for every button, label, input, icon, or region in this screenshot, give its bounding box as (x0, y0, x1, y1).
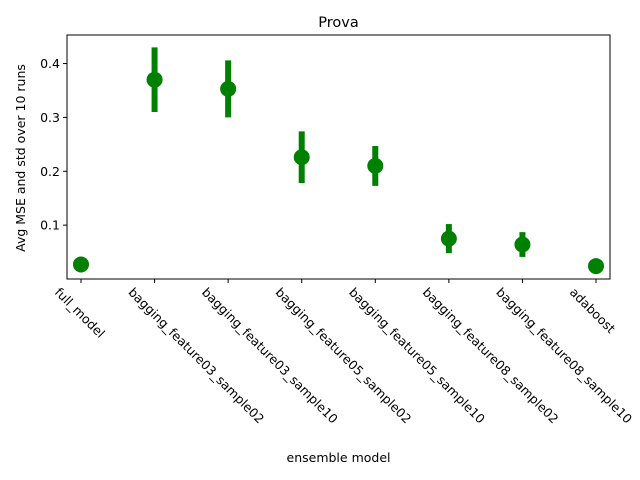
data-point (514, 236, 531, 253)
data-point (293, 149, 310, 166)
data-point (440, 230, 457, 247)
y-tick-label: 0.1 (40, 218, 60, 233)
mean-points (73, 71, 604, 275)
y-axis-label: Avg MSE and std over 10 runs (13, 64, 28, 252)
error-bars (151, 47, 526, 257)
x-tick-label: bagging_feature08_sample02 (420, 285, 562, 427)
data-point (73, 256, 89, 273)
x-ticks: full_model bagging_feature03_sample02bagg… (52, 279, 635, 426)
data-point (220, 80, 237, 97)
x-tick-label: bagging_feature05_sample10 (346, 285, 488, 427)
chart-title: Prova (318, 15, 358, 31)
x-tick-label: bagging_feature08_sample10 (493, 285, 635, 427)
x-axis-label: ensemble model (287, 450, 391, 465)
plot-frame (66, 34, 611, 280)
x-tick-label: bagging_feature05_sample02 (273, 285, 415, 427)
data-point (588, 258, 604, 275)
y-ticks: 0.1 0.2 0.3 0.4 (40, 56, 67, 233)
y-tick-label: 0.4 (40, 56, 60, 71)
x-tick-label: bagging_feature03_sample10 (199, 285, 341, 427)
x-tick-label: bagging_feature03_sample02 (125, 285, 267, 427)
y-tick-label: 0.3 (40, 110, 60, 125)
data-point (146, 71, 163, 88)
y-tick-label: 0.2 (40, 164, 60, 179)
data-point (367, 157, 384, 174)
x-tick-label: full_model (52, 285, 108, 341)
x-tick-label: adaboost (567, 285, 619, 337)
